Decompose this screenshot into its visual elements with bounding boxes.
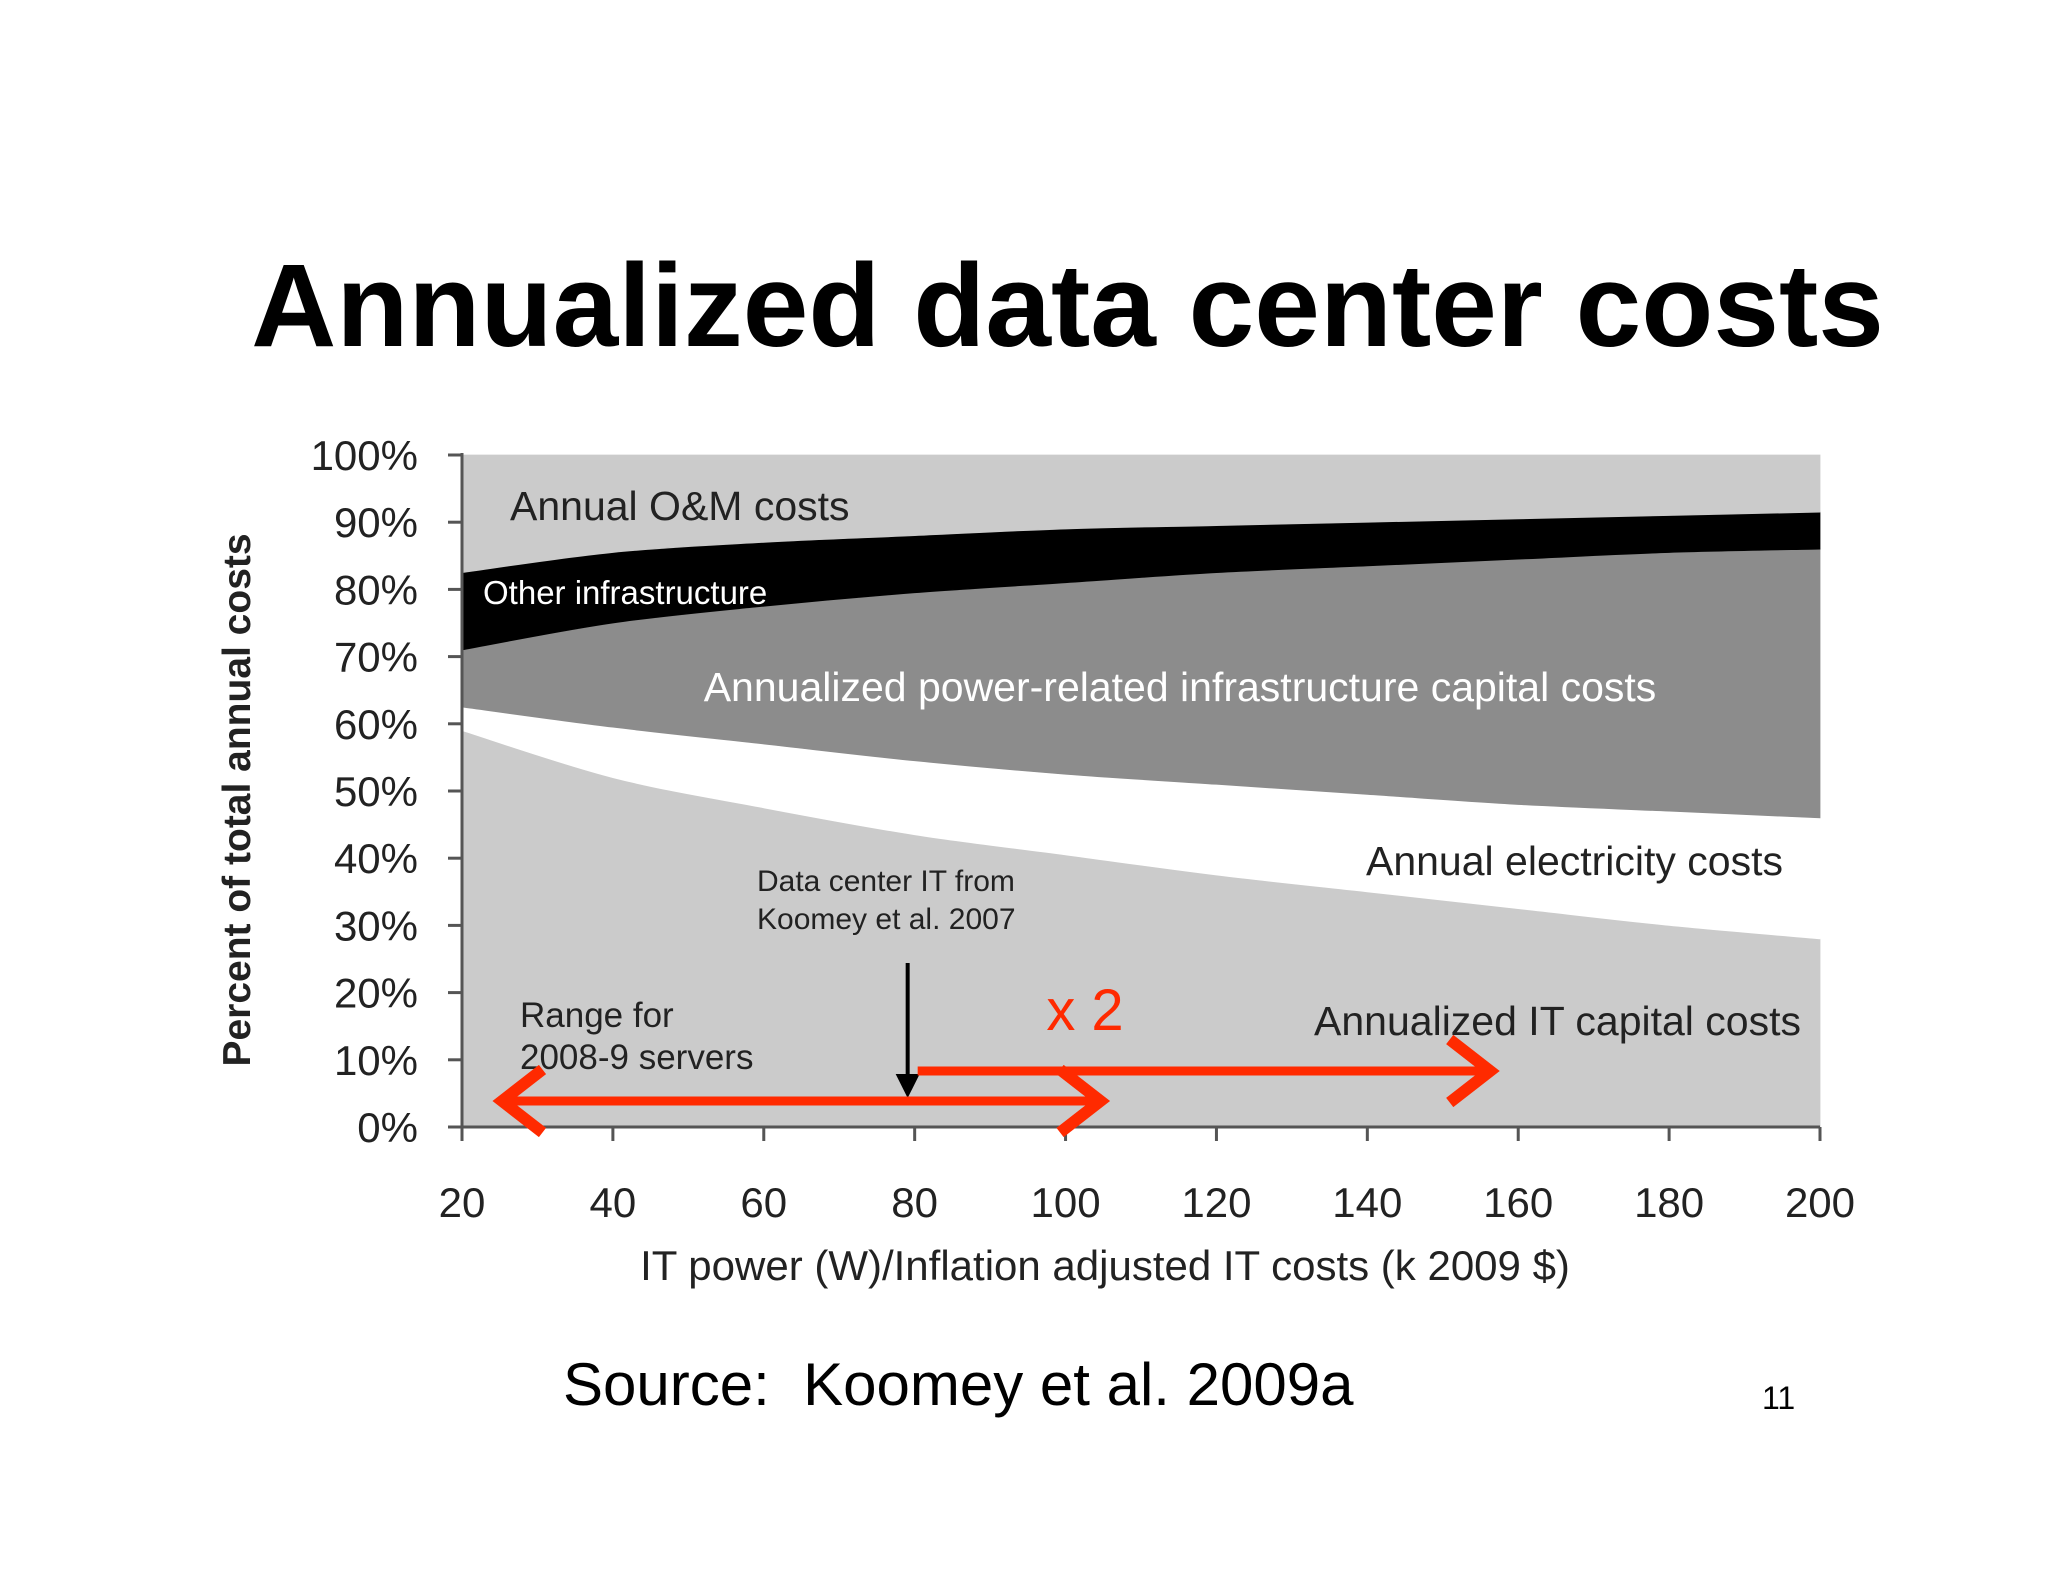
page-number: 11 [1762,1380,1796,1416]
annotation-data-center-it-line2: Koomey et al. 2007 [757,903,1016,936]
annotation-data-center-it-line1: Data center IT from [757,865,1015,898]
annotation-range-line2: 2008-9 servers [520,1038,753,1077]
y-axis-title: Percent of total annual costs [216,533,259,1066]
annotation-x2: x 2 [1046,978,1123,1043]
x-tick-label: 140 [1332,1179,1402,1226]
area-om-costs [461,454,1821,574]
y-tick-label: 40% [334,835,418,882]
x-tick-label: 80 [891,1179,938,1226]
y-tick-label: 20% [334,970,418,1017]
y-tick-label: 50% [334,768,418,815]
series-label-om: Annual O&M costs [510,483,850,529]
x-axis-title: IT power (W)/Inflation adjusted IT costs… [640,1242,1570,1289]
y-tick-label: 100% [311,432,418,479]
x-tick-label: 200 [1785,1179,1855,1226]
x-tick-label: 120 [1181,1179,1251,1226]
series-label-it-capital: Annualized IT capital costs [1314,998,1801,1044]
y-tick-label: 30% [334,902,418,949]
x-tick-label: 100 [1031,1179,1101,1226]
series-label-power-infrastructure: Annualized power-related infrastructure … [704,664,1657,710]
y-tick-label: 90% [334,499,418,546]
annotation-range-line1: Range for [520,996,674,1035]
x-tick-label: 60 [740,1179,787,1226]
series-label-electricity: Annual electricity costs [1366,838,1783,884]
y-tick-label: 10% [334,1037,418,1084]
y-tick-label: 70% [334,634,418,681]
y-tick-label: 0% [357,1104,418,1151]
x-tick-label: 20 [439,1179,486,1226]
y-tick-label: 60% [334,701,418,748]
x-tick-label: 40 [590,1179,637,1226]
source-citation: Source: Koomey et al. 2009a [563,1351,1354,1418]
x-tick-label: 180 [1634,1179,1704,1226]
slide-title: Annualized data center costs [251,240,1884,372]
y-tick-label: 80% [334,566,418,613]
series-label-other-infrastructure: Other infrastructure [483,574,767,611]
x-tick-label: 160 [1483,1179,1553,1226]
